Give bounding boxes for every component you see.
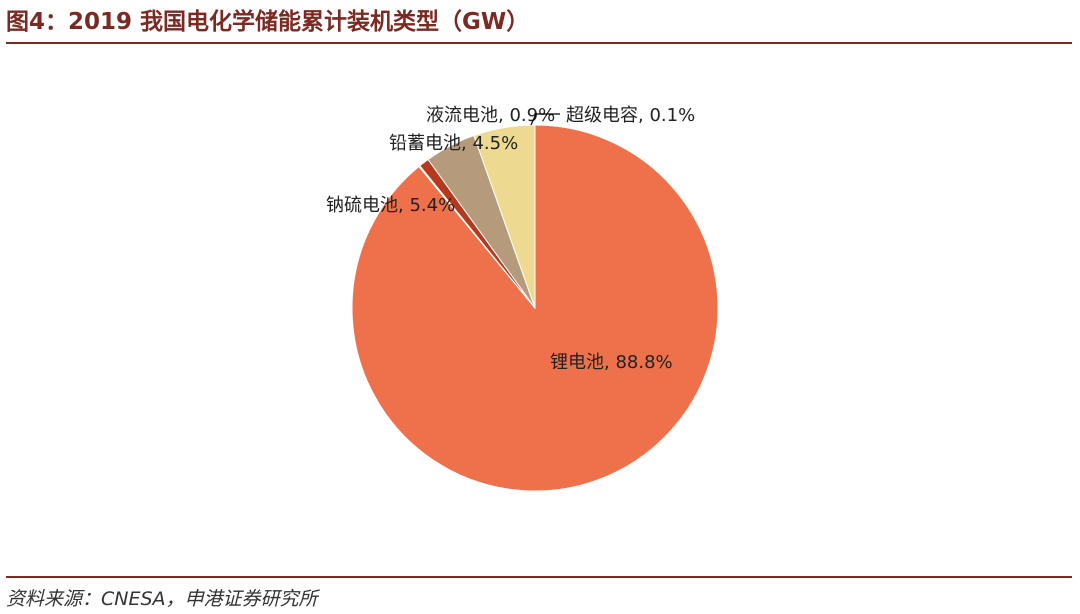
footer-divider bbox=[6, 576, 1072, 578]
slice-label-lithium: 锂电池, 88.8% bbox=[550, 352, 673, 373]
header-divider bbox=[6, 42, 1072, 44]
pie-labels: 锂电池, 88.8% 超级电容, 0.1% 液流电池, 0.9% 铅蓄电池, 4… bbox=[326, 105, 695, 373]
figure-title: 图4：2019 我国电化学储能累计装机类型（GW） bbox=[6, 9, 530, 35]
leader-line-flow-battery bbox=[530, 113, 560, 126]
source-note: 资料来源：CNESA，申港证券研究所 bbox=[6, 588, 318, 610]
pie-slices bbox=[351, 124, 719, 492]
slice-label-supercapacitor: 超级电容, 0.1% bbox=[566, 105, 695, 126]
slice-sodium-sulfur bbox=[473, 124, 536, 309]
slice-label-flow-battery: 液流电池, 0.9% bbox=[426, 105, 555, 126]
slice-label-lead-acid: 铅蓄电池, 4.5% bbox=[389, 133, 518, 154]
slice-label-sodium-sulfur: 钠硫电池, 5.4% bbox=[326, 195, 455, 216]
